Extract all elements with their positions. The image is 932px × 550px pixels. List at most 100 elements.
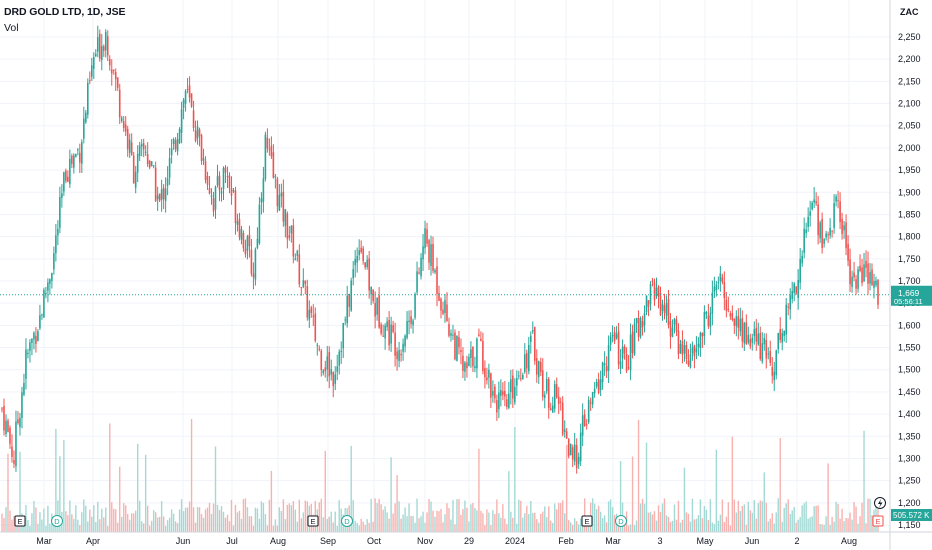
volume-bar: [200, 513, 203, 532]
candle-body: [244, 248, 247, 255]
volume-bar: [546, 517, 548, 532]
earnings-icon[interactable]: E: [581, 515, 593, 527]
volume-label[interactable]: Vol: [4, 22, 19, 34]
earnings-icon[interactable]: E: [14, 515, 26, 527]
candle-body: [468, 356, 470, 367]
dividend-icon[interactable]: D: [51, 515, 63, 527]
candle-body: [94, 53, 97, 57]
volume-bar: [591, 498, 594, 532]
candle-body: [781, 333, 784, 343]
candle-body: [609, 336, 612, 345]
candle-body: [859, 265, 861, 271]
candle-body: [124, 124, 127, 132]
volume-bar: [839, 518, 841, 532]
candle-body: [526, 353, 528, 369]
candle-body: [811, 202, 813, 210]
candle-body: [735, 316, 738, 327]
candle-body: [142, 143, 145, 150]
volume-bar: [631, 456, 634, 532]
volume-bar: [73, 518, 75, 532]
candle-body: [665, 303, 668, 316]
volume-bar: [769, 518, 771, 532]
earnings-icon[interactable]: E: [307, 515, 319, 527]
volume-bar: [370, 498, 372, 532]
y-tick-label: 1,250: [898, 476, 921, 486]
candle-body: [639, 317, 642, 337]
candle-body: [306, 286, 309, 318]
candle-body: [669, 321, 672, 337]
candle-body: [318, 348, 321, 350]
candle-body: [789, 295, 792, 310]
earnings-icon[interactable]: E: [872, 515, 884, 527]
volume-bar: [138, 500, 141, 532]
candle-body: [699, 333, 702, 349]
candle-body: [426, 229, 428, 244]
volume-bar: [91, 516, 93, 532]
volume-bar: [131, 513, 133, 532]
volume-bar: [262, 502, 265, 532]
volume-bar: [115, 509, 117, 532]
volume-bar: [330, 511, 332, 532]
volume-bar: [258, 518, 261, 532]
candle-body: [132, 155, 135, 184]
candle-body: [328, 352, 331, 377]
candle-body: [360, 247, 362, 253]
volume-bar: [71, 514, 73, 532]
candle-body: [793, 283, 795, 293]
volume-bar: [703, 506, 706, 532]
candle-body: [474, 366, 476, 368]
candle-body: [873, 280, 875, 288]
candle-body: [322, 370, 325, 374]
volume-bar: [318, 502, 320, 532]
volume-bar: [386, 512, 388, 532]
volume-bar: [232, 525, 235, 532]
volume-bar: [144, 454, 147, 532]
candle-body: [703, 312, 706, 337]
candle-body: [202, 158, 205, 161]
symbol-title[interactable]: DRD GOLD LTD, 1D, JSE: [4, 6, 126, 18]
candle-body: [502, 391, 504, 395]
candle-body: [777, 333, 780, 350]
volume-bar: [757, 503, 759, 532]
candle-body: [757, 333, 760, 345]
volume-bar: [843, 521, 845, 532]
volume-bar: [170, 509, 173, 532]
candle-body: [278, 195, 281, 211]
volume-bar: [609, 499, 612, 532]
volume-bar: [192, 507, 195, 532]
candle-body: [625, 353, 628, 371]
candle-body: [102, 46, 105, 51]
candle-body: [27, 352, 29, 354]
volume-bar: [396, 475, 398, 532]
last-volume-tag-bg: [891, 509, 932, 521]
candle-body: [382, 335, 384, 337]
lightning-icon[interactable]: [874, 497, 886, 509]
candle-body: [302, 280, 305, 287]
volume-bar: [352, 500, 354, 532]
candle-body: [164, 188, 167, 201]
volume-bar: [250, 516, 253, 532]
event-letter: D: [344, 517, 350, 526]
candle-body: [478, 334, 480, 336]
candle-body: [853, 272, 855, 278]
candle-body: [823, 239, 825, 244]
candle-body: [194, 130, 197, 141]
chart-legend: DRD GOLD LTD, 1D, JSE Vol: [4, 6, 125, 34]
candle-body: [496, 400, 498, 413]
volume-bar: [669, 521, 672, 532]
candle-body: [198, 129, 201, 137]
volume-bar: [697, 515, 700, 532]
dividend-icon[interactable]: D: [341, 515, 353, 527]
volume-bar: [745, 524, 748, 532]
volume-bar: [585, 521, 588, 532]
volume-bar: [206, 507, 209, 532]
candle-body: [230, 187, 233, 196]
candle-body: [242, 233, 245, 249]
volume-bar: [865, 523, 867, 532]
candle-body: [260, 198, 263, 203]
dividend-icon[interactable]: D: [615, 515, 627, 527]
volume-bar: [11, 519, 13, 532]
